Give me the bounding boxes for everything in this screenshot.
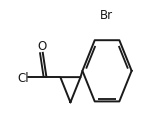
Text: O: O: [37, 40, 47, 53]
Text: Cl: Cl: [17, 72, 29, 85]
Text: Br: Br: [100, 9, 113, 22]
